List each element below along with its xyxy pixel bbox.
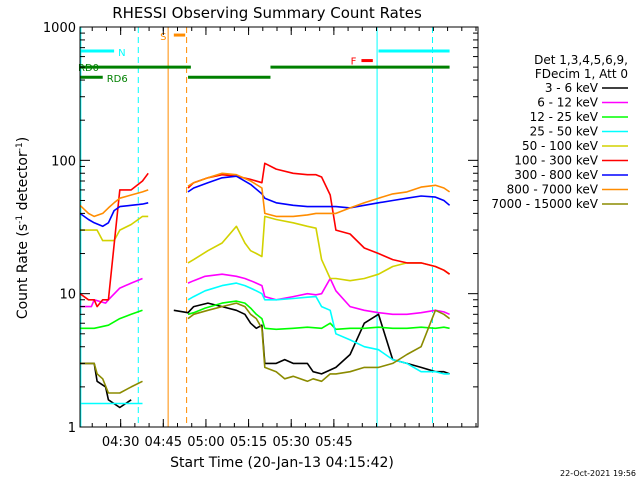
y-tick-label-0: 1	[68, 421, 76, 436]
state-label-rd6: RD6	[107, 74, 128, 85]
x-tick-label-2: 05:00	[187, 435, 224, 450]
series-line-0	[80, 302, 450, 409]
plot-area	[80, 27, 434, 427]
y-axis-label: Count Rate (s-1 detector-1)	[15, 137, 31, 319]
series-layer	[79, 162, 451, 409]
legend-header-line2: FDecim 1, Att 0	[535, 67, 628, 81]
legend-label-8: 7000 - 15000 keV	[491, 197, 598, 211]
legend-label-1: 6 - 12 keV	[537, 96, 599, 110]
legend-label-5: 100 - 300 keV	[514, 154, 598, 168]
y-tick-label-3: 1000	[43, 21, 76, 36]
legend-label-0: 3 - 6 keV	[545, 81, 599, 95]
state-layer: N S RD0 RD6 F	[78, 32, 450, 85]
x-tick-label-5: 05:45	[315, 435, 352, 450]
state-label-f: F	[351, 57, 357, 68]
legend: Det 1,3,4,5,6,9, FDecim 1, Att 0 3 - 6 k…	[491, 53, 628, 211]
legend-header-line1: Det 1,3,4,5,6,9,	[534, 53, 628, 67]
series-line-4	[80, 215, 451, 282]
series-line-1	[80, 273, 450, 316]
series-line-8	[80, 302, 451, 394]
plot-frame	[79, 26, 479, 428]
series-line-7	[79, 172, 451, 218]
chart-title: RHESSI Observing Summary Count Rates	[112, 4, 422, 22]
timestamp: 22-Oct-2021 19:56	[560, 469, 636, 478]
series-line-3	[80, 282, 450, 405]
state-label-s: S	[160, 32, 166, 43]
x-tick-label-1: 04:45	[145, 435, 182, 450]
legend-label-3: 25 - 50 keV	[530, 125, 599, 139]
series-line-6	[79, 175, 451, 228]
state-label-rd0: RD0	[78, 63, 99, 74]
legend-label-7: 800 - 7000 keV	[507, 183, 599, 197]
x-tick-label-3: 05:15	[230, 435, 267, 450]
x-tick-label-4: 05:30	[272, 435, 309, 450]
legend-label-2: 12 - 25 keV	[530, 110, 599, 124]
axes-layer: 04:30 04:45 05:00 05:15 05:30 05:45 1 10 100 1000	[43, 21, 478, 450]
legend-label-6: 300 - 800 keV	[514, 168, 598, 182]
series-line-5	[79, 162, 451, 308]
state-label-n: N	[118, 48, 125, 59]
y-tick-label-2: 100	[51, 154, 76, 169]
x-axis-label: Start Time (20-Jan-13 04:15:42)	[170, 455, 394, 471]
y-tick-label-1: 10	[59, 288, 76, 303]
legend-label-4: 50 - 100 keV	[522, 139, 599, 153]
x-tick-label-0: 04:30	[102, 435, 139, 450]
series-line-2	[80, 300, 450, 331]
